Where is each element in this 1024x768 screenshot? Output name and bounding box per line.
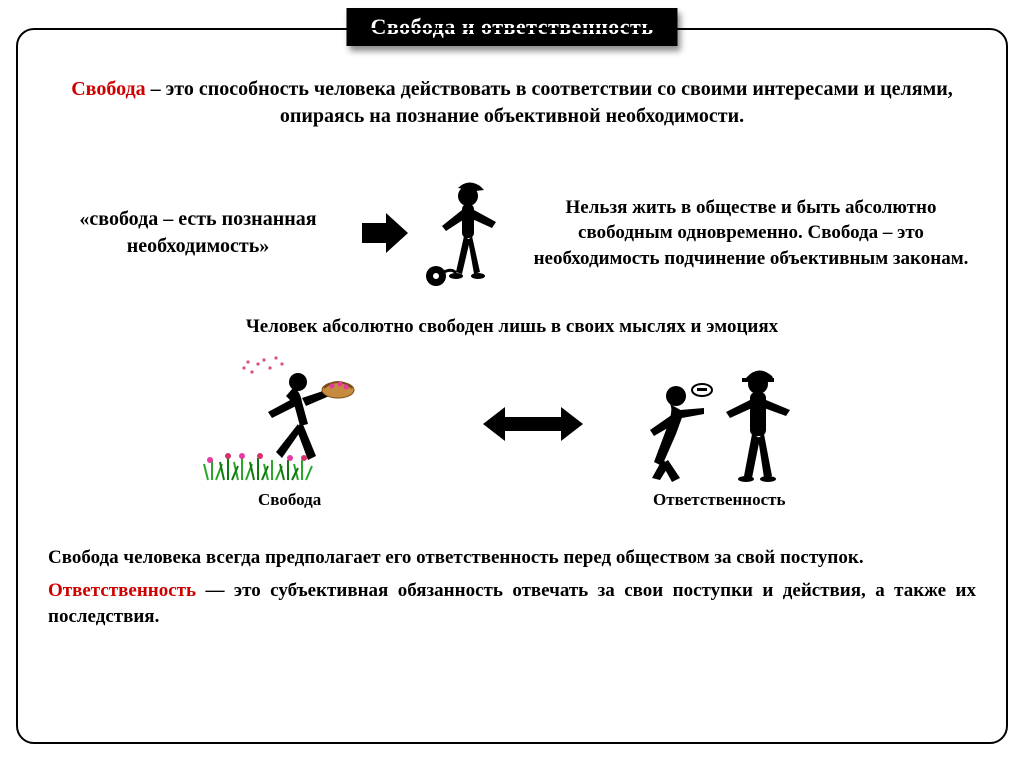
society-text: Нельзя жить в обществе и быть абсолютно … bbox=[526, 195, 976, 272]
responsibility-scene-icon bbox=[618, 352, 818, 487]
prisoner-figure-icon bbox=[422, 178, 512, 288]
content-frame: Свобода – это способность человека дейст… bbox=[16, 28, 1008, 744]
caption-freedom: Свобода bbox=[258, 490, 321, 510]
conclusion-1: Свобода человека всегда предполагает его… bbox=[48, 545, 976, 572]
conclusion-block: Свобода человека всегда предполагает его… bbox=[48, 545, 976, 631]
illustration-row: Свобода Ответственность bbox=[48, 352, 976, 527]
absolute-freedom-text: Человек абсолютно свободен лишь в своих … bbox=[48, 316, 976, 338]
caption-responsibility: Ответственность bbox=[653, 490, 785, 510]
conclusion-2: Ответственность — это субъективная обяза… bbox=[48, 578, 976, 631]
double-arrow-icon bbox=[483, 407, 583, 441]
quote-row: «свобода – есть познанная необходимость»… bbox=[48, 178, 976, 288]
arrow-right-icon bbox=[362, 213, 408, 253]
conclusion-keyword: Ответственность bbox=[48, 580, 196, 601]
freedom-scene-icon bbox=[198, 352, 378, 487]
definition-keyword: Свобода bbox=[71, 78, 145, 100]
definition-text: – это способность человека действовать в… bbox=[146, 78, 953, 127]
definition-paragraph: Свобода – это способность человека дейст… bbox=[48, 76, 976, 130]
quote-text: «свобода – есть познанная необходимость» bbox=[48, 206, 348, 260]
